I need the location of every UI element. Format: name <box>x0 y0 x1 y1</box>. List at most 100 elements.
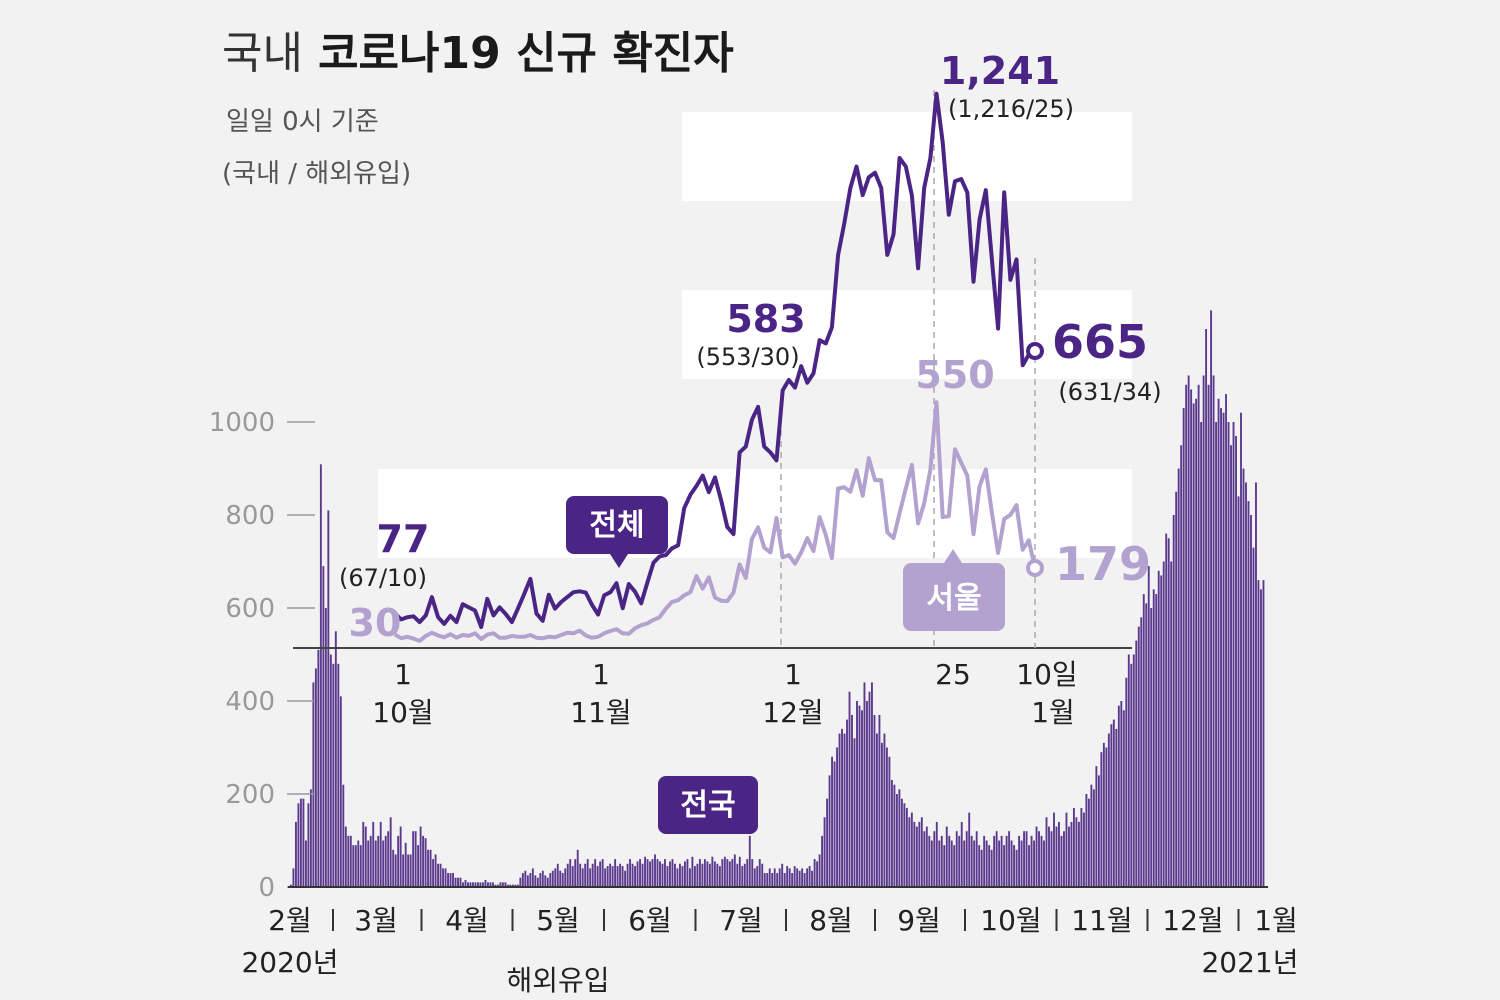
national-bar <box>579 864 581 887</box>
national-bar <box>976 831 978 887</box>
national-bar <box>432 859 434 887</box>
national-bar <box>1223 413 1225 887</box>
national-bar <box>814 859 816 887</box>
national-bar <box>916 827 918 887</box>
national-bar <box>377 836 379 887</box>
national-bar <box>1183 408 1185 887</box>
national-bar <box>993 836 995 887</box>
national-bar <box>866 701 868 887</box>
national-bar <box>539 873 541 887</box>
national-bar <box>562 873 564 887</box>
national-bar <box>1208 385 1210 887</box>
national-bar <box>1198 385 1200 887</box>
national-bar <box>592 864 594 887</box>
national-bar <box>672 859 674 887</box>
total-end-detail: (631/34) <box>1058 378 1161 406</box>
national-bar <box>557 864 559 887</box>
national-bar <box>597 866 599 887</box>
national-bar <box>385 836 387 887</box>
national-bar <box>1006 836 1008 887</box>
x-month-label: 5월 <box>536 904 580 937</box>
national-bar <box>332 664 334 887</box>
national-bar <box>619 864 621 887</box>
national-bar <box>1056 827 1058 887</box>
national-bar <box>455 878 457 887</box>
national-bar <box>382 841 384 888</box>
national-bar <box>639 859 641 887</box>
national-bar <box>1036 827 1038 887</box>
national-bar <box>898 789 900 887</box>
covid-chart: 국내 코로나19 신규 확진자 일일 0시 기준 (국내 / 해외유입) 020… <box>0 0 1500 1000</box>
national-bar <box>1083 813 1085 887</box>
national-bar <box>1033 841 1035 888</box>
national-bar <box>367 841 369 888</box>
national-bar <box>1170 562 1172 888</box>
national-bar <box>896 794 898 887</box>
national-bar <box>1063 831 1065 887</box>
national-bar <box>1145 603 1147 887</box>
national-bar <box>786 866 788 887</box>
national-bar <box>953 845 955 887</box>
national-bar <box>869 692 871 887</box>
national-bar <box>1213 376 1215 888</box>
national-bar <box>312 682 314 887</box>
national-bar <box>440 864 442 887</box>
y-tick-label: 600 <box>225 594 275 624</box>
national-bar <box>799 871 801 887</box>
national-bar <box>1190 389 1192 887</box>
national-bar <box>1118 706 1120 887</box>
title-part1: 국내 <box>222 28 303 79</box>
total-end-value: 665 <box>1052 315 1148 369</box>
national-bar <box>988 845 990 887</box>
national-bar <box>829 775 831 887</box>
national-bar <box>1041 836 1043 887</box>
x-month-label: 4월 <box>445 904 489 937</box>
national-bar <box>1075 817 1077 887</box>
national-bar <box>345 827 347 887</box>
national-bar <box>1130 664 1132 887</box>
national-bar <box>876 734 878 887</box>
national-bar <box>861 710 863 887</box>
national-bar <box>544 875 546 887</box>
national-bar <box>978 845 980 887</box>
national-bar <box>529 873 531 887</box>
national-bar <box>714 861 716 887</box>
national-bar <box>1148 566 1150 887</box>
national-bar <box>1088 799 1090 887</box>
national-bar <box>883 734 885 887</box>
national-bar <box>445 868 447 887</box>
national-bar <box>938 841 940 888</box>
national-bar <box>886 748 888 888</box>
national-bar <box>465 880 467 887</box>
national-bar <box>370 836 372 887</box>
national-bar <box>325 608 327 887</box>
national-bar <box>410 854 412 887</box>
national-bar <box>851 715 853 887</box>
y-tick-label: 800 <box>225 501 275 531</box>
national-bar <box>1115 729 1117 887</box>
national-bar <box>297 803 299 887</box>
y-tick-label: 400 <box>225 687 275 717</box>
national-bar <box>1250 515 1252 887</box>
national-bar <box>352 845 354 887</box>
national-bar <box>1073 808 1075 887</box>
national-bar <box>754 868 756 887</box>
total-dec1-detail: (553/30) <box>696 343 799 371</box>
title-part2: 코로나19 신규 확진자 <box>318 28 734 79</box>
national-bar <box>1143 594 1145 887</box>
national-bar <box>1038 831 1040 887</box>
x-month-label: 12월 <box>1162 904 1223 937</box>
national-bar <box>1103 743 1105 887</box>
national-bar <box>1150 608 1152 887</box>
national-bar <box>1240 413 1242 887</box>
national-bar <box>806 868 808 887</box>
inset-tick-oct-day: 1 <box>394 658 412 691</box>
national-bar <box>1098 775 1100 887</box>
national-bar <box>617 866 619 887</box>
overseas-label: 해외유입 <box>506 964 609 997</box>
national-bar <box>721 859 723 887</box>
seoul-tag-label: 서울 <box>926 581 981 616</box>
national-bar <box>320 464 322 887</box>
national-bar <box>602 859 604 887</box>
national-bar <box>292 868 294 887</box>
